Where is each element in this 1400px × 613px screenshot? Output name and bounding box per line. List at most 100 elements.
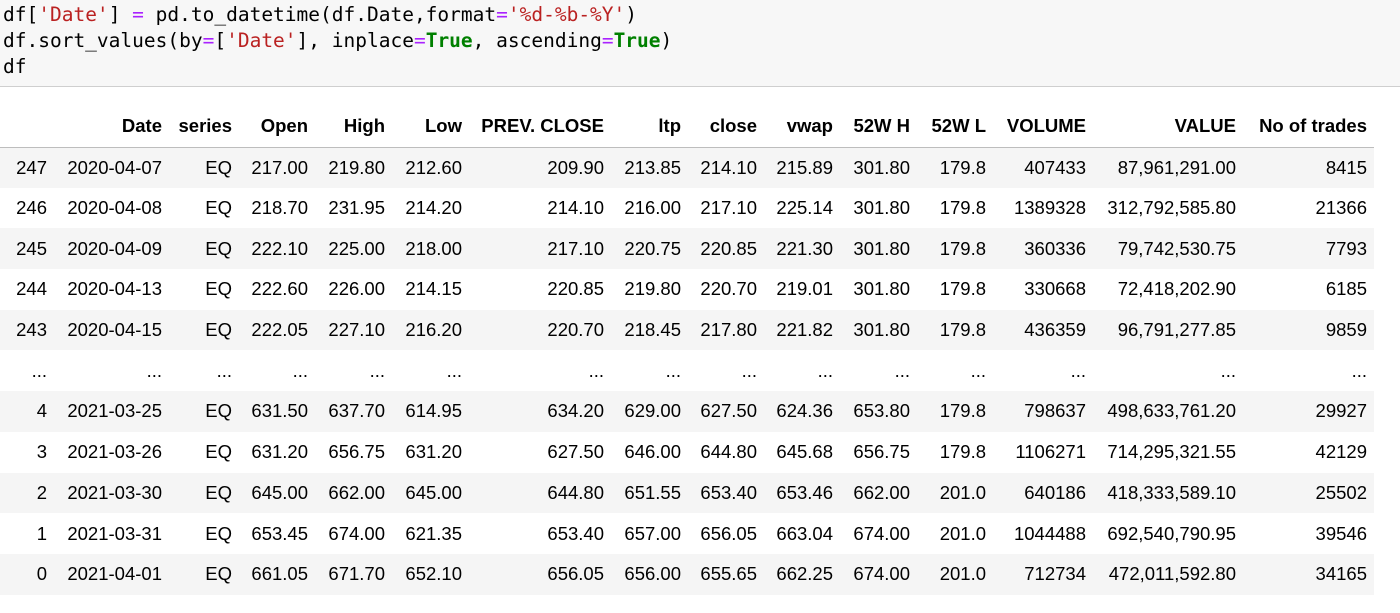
table-cell: 214.10	[700, 156, 757, 178]
table-cell: 634.20	[547, 400, 604, 422]
code-token: '%d-%b-%Y'	[507, 3, 626, 26]
table-cell: 663.04	[776, 522, 833, 544]
table-cell: 656.05	[547, 563, 604, 585]
table-cell: 301.80	[853, 197, 910, 219]
table-row: 244 2020-04-13 EQ 222.60 226.00 214.15 220.85 2…	[0, 269, 1374, 310]
table-cell: 87,961,291.00	[1117, 156, 1236, 178]
table-cell: 217.10	[547, 237, 604, 259]
table-cell: EQ	[205, 278, 232, 300]
table-cell: 645.00	[405, 481, 462, 503]
table-cell: 1044488	[1013, 522, 1086, 544]
table-cell: 674.00	[328, 522, 385, 544]
code-token: )	[625, 3, 638, 26]
code-token: pd.to_datetime(df.Date,format	[143, 3, 497, 26]
table-cell: 646.00	[624, 441, 681, 463]
table-cell: 301.80	[853, 156, 910, 178]
table-cell: 29927	[1315, 400, 1367, 422]
table-cell: ...	[588, 359, 604, 381]
table-cell: 653.40	[700, 481, 757, 503]
dataframe-table: Date series Open High Low PREV. CLOSE ltp close…	[0, 105, 1374, 595]
table-row: 4 2021-03-25 EQ 631.50 637.70 614.95 634.20 629…	[0, 391, 1374, 432]
table-cell: 72,418,202.90	[1117, 278, 1236, 300]
table-cell: 220.70	[547, 319, 604, 341]
code-cell[interactable]: df['Date'] = pd.to_datetime(df.Date,form…	[0, 0, 1400, 87]
column-header: Open	[239, 105, 315, 148]
code-token: df	[3, 55, 27, 78]
table-cell: 640186	[1024, 481, 1086, 503]
row-index: 244	[16, 278, 47, 300]
table-cell: 226.00	[328, 278, 385, 300]
table-cell: ...	[1351, 359, 1367, 381]
table-cell: 653.80	[853, 400, 910, 422]
table-cell: 220.70	[700, 278, 757, 300]
table-cell: EQ	[205, 156, 232, 178]
table-row: 3 2021-03-26 EQ 631.20 656.75 631.20 627.50 646…	[0, 431, 1374, 473]
table-cell: 220.75	[624, 237, 681, 259]
table-cell: ...	[665, 359, 681, 381]
table-cell: 179.8	[939, 197, 986, 219]
table-cell: 7793	[1325, 237, 1367, 259]
column-header: VOLUME	[993, 105, 1093, 148]
code-token: =	[601, 29, 614, 52]
table-cell: 214.10	[547, 197, 604, 219]
table-cell: 653.40	[547, 522, 604, 544]
table-cell: 213.85	[624, 156, 681, 178]
table-row: 245 2020-04-09 EQ 222.10 225.00 218.00 217.10 2…	[0, 228, 1374, 270]
table-cell: ...	[146, 359, 162, 381]
table-cell: 219.80	[624, 278, 681, 300]
table-cell: 662.00	[853, 481, 910, 503]
table-cell: 653.46	[776, 481, 833, 503]
table-row: 2 2021-03-30 EQ 645.00 662.00 645.00 644.80 651…	[0, 472, 1374, 514]
code-line-1: df['Date'] = pd.to_datetime(df.Date,form…	[0, 2, 1400, 28]
table-cell: 312,792,585.80	[1107, 197, 1236, 219]
column-header: close	[688, 105, 764, 148]
table-cell: 631.50	[251, 400, 308, 422]
table-cell: ...	[446, 359, 462, 381]
table-cell: 330668	[1024, 278, 1086, 300]
column-header: Low	[392, 105, 469, 148]
row-index: 2	[36, 481, 47, 503]
column-header: ltp	[611, 105, 688, 148]
column-header: 52W L	[917, 105, 993, 148]
table-cell: 653.45	[251, 522, 308, 544]
table-cell: 798637	[1024, 400, 1086, 422]
table-cell: 671.70	[328, 563, 385, 585]
header-row: Date series Open High Low PREV. CLOSE ltp close…	[0, 105, 1374, 148]
table-cell: 436359	[1024, 319, 1086, 341]
table-cell: 216.20	[405, 319, 462, 341]
table-cell: 42129	[1315, 441, 1367, 463]
table-cell: 645.68	[776, 441, 833, 463]
column-header: vwap	[764, 105, 840, 148]
table-cell: 220.85	[547, 278, 604, 300]
table-cell: 2020-04-07	[67, 156, 162, 178]
table-cell: 201.0	[939, 522, 986, 544]
table-cell: 39546	[1315, 522, 1367, 544]
table-cell: 2021-03-30	[67, 481, 162, 503]
table-header: Date series Open High Low PREV. CLOSE ltp close…	[0, 105, 1374, 148]
table-cell: 2020-04-09	[67, 237, 162, 259]
table-cell: 652.10	[405, 563, 462, 585]
table-cell: 179.8	[939, 441, 986, 463]
table-cell: 219.80	[328, 156, 385, 178]
table-cell: 657.00	[624, 522, 681, 544]
code-token: 'Date'	[38, 3, 109, 26]
table-cell: 218.45	[624, 319, 681, 341]
table-cell: 217.80	[700, 319, 757, 341]
table-cell: 662.00	[328, 481, 385, 503]
table-cell: 25502	[1315, 481, 1367, 503]
table-cell: ...	[970, 359, 986, 381]
row-index: ...	[31, 359, 47, 381]
table-cell: 214.15	[405, 278, 462, 300]
table-cell: 8415	[1325, 156, 1367, 178]
table-cell: 218.70	[251, 197, 308, 219]
table-cell: ...	[292, 359, 308, 381]
table-cell: 179.8	[939, 400, 986, 422]
table-cell: 418,333,589.10	[1107, 481, 1236, 503]
row-index: 4	[36, 400, 47, 422]
code-token: , ascending	[472, 29, 602, 52]
table-cell: 674.00	[853, 522, 910, 544]
table-cell: 209.90	[547, 156, 604, 178]
table-cell: 21366	[1315, 197, 1367, 219]
table-cell: 6185	[1325, 278, 1367, 300]
code-token: =	[132, 3, 144, 26]
